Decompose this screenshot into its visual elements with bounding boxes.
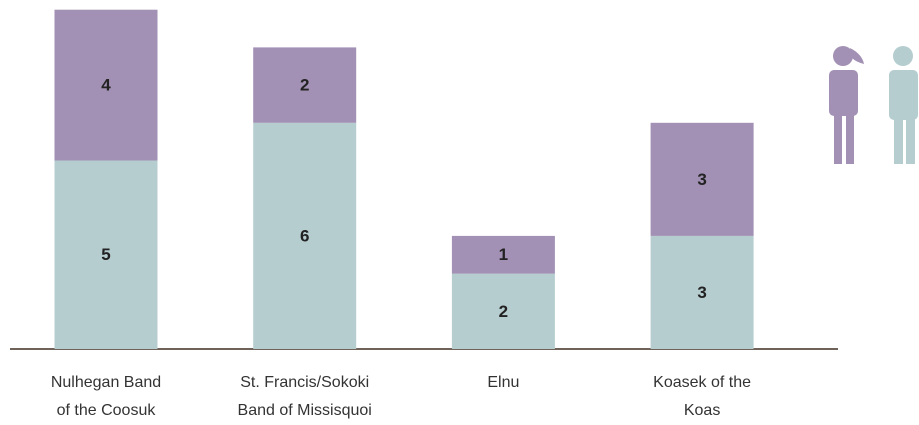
x-tick-label: Nulhegan Band of the Coosuk — [50, 374, 162, 419]
x-tick-label: Koasek of the Koas — [653, 374, 752, 419]
bar-segment — [54, 160, 158, 349]
value-label: 2 — [300, 76, 309, 95]
value-label: 6 — [300, 226, 309, 245]
male-icon — [889, 46, 918, 164]
bar-segment — [253, 122, 357, 349]
value-label: 5 — [101, 245, 110, 264]
bar-segment — [650, 122, 754, 236]
value-label: 4 — [101, 76, 111, 95]
bar-segment — [253, 47, 357, 123]
value-label: 3 — [697, 283, 706, 302]
value-label: 3 — [697, 170, 706, 189]
value-label: 1 — [499, 245, 508, 264]
bar-segment — [451, 273, 555, 349]
x-tick-label: Elnu — [487, 374, 520, 391]
bar-segment — [54, 9, 158, 161]
bar-segment — [451, 235, 555, 274]
value-label: 2 — [499, 302, 508, 321]
female-icon — [829, 46, 864, 164]
x-tick-label: St. Francis/Sokoki Band of Missisquoi — [237, 374, 372, 419]
bar-segment — [650, 235, 754, 349]
